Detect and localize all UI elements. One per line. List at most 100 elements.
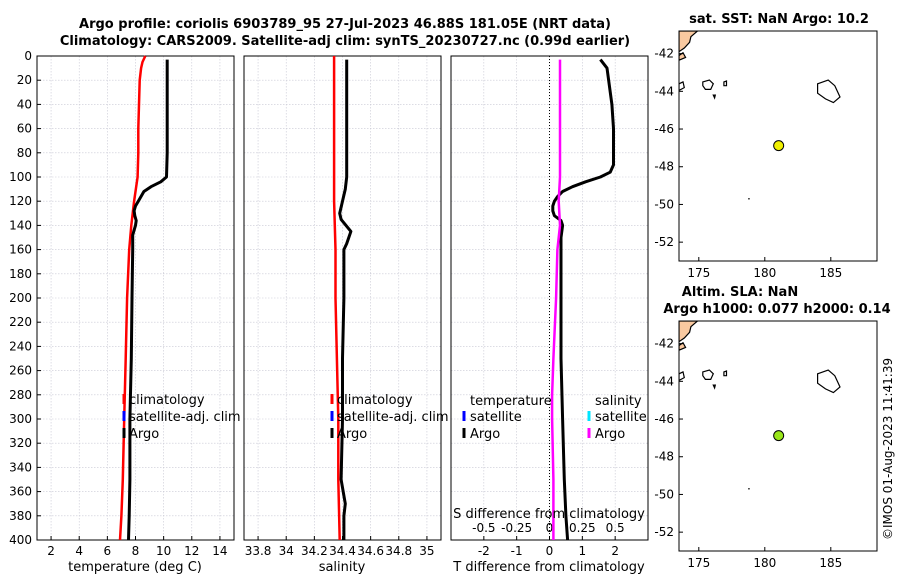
x-tick-label: 6 <box>104 544 112 558</box>
figure-title-line-1: Argo profile: coriolis 6903789_95 27-Jul… <box>79 17 611 32</box>
island-outline <box>679 371 685 382</box>
depth-tick-label: 380 <box>9 509 32 523</box>
map-lon-label: 175 <box>687 266 710 280</box>
map-lat-label: -42 <box>654 47 674 61</box>
x-tick-label: 8 <box>132 544 140 558</box>
depth-tick-label: 400 <box>9 533 32 547</box>
legend-label: climatology <box>129 393 205 408</box>
map-lon-label: 180 <box>753 556 776 570</box>
map-lat-label: -50 <box>654 487 674 501</box>
legend-title-temperature: temperature <box>470 394 552 409</box>
depth-tick-label: 300 <box>9 412 32 426</box>
s-difference-xlabel: S difference from climatology <box>453 507 645 522</box>
map-lat-label: -52 <box>654 525 674 539</box>
island-outline <box>816 369 841 394</box>
land-group <box>679 31 841 200</box>
s-diff-tick-label: 0 <box>546 521 554 535</box>
legend-label: Argo <box>470 427 500 442</box>
legend-label: Argo <box>129 427 159 442</box>
map-lat-label: -46 <box>654 122 674 136</box>
t-difference-xlabel: T difference from climatology <box>452 560 645 575</box>
legend-label: satellite-adj. clim <box>129 410 241 425</box>
legend-label: satellite <box>470 410 522 425</box>
x-tick-label: -1 <box>511 544 523 558</box>
map-lon-label: 175 <box>687 556 710 570</box>
depth-tick-label: 200 <box>9 291 32 305</box>
map-lon-label: 180 <box>753 266 776 280</box>
depth-tick-label: 60 <box>17 122 32 136</box>
series-argo <box>338 59 353 540</box>
map-lat-label: -42 <box>654 337 674 351</box>
map-lat-label: -50 <box>654 197 674 211</box>
x-tick-label: 35 <box>419 544 434 558</box>
argo-position-marker <box>773 430 785 442</box>
legend-title-salinity: salinity <box>595 394 642 409</box>
depth-tick-label: 120 <box>9 194 32 208</box>
s-diff-tick-label: 0.25 <box>569 521 596 535</box>
legend-label: satellite <box>595 410 647 425</box>
sla-map-title-line-1: Altim. SLA: NaN <box>682 285 798 300</box>
salinity-xlabel: salinity <box>319 560 366 575</box>
x-tick-label: -2 <box>478 544 490 558</box>
salinity-panel: 33.8 34 34.2 34.4 34.6 34.8 35 climatology satel… <box>243 55 449 558</box>
figure-title-line-2: Climatology: CARS2009. Satellite-adj cli… <box>60 34 630 49</box>
legend-label: climatology <box>337 393 413 408</box>
map-frame <box>678 30 878 262</box>
s-diff-tick-label: -0.5 <box>472 521 495 535</box>
x-tick-label: 0 <box>546 544 554 558</box>
temperature-xlabel: temperature (deg C) <box>68 560 202 575</box>
sst-map-panel: -52 -50 -48 -46 -44 -42 175 180 185 <box>654 30 878 280</box>
depth-tick-label: 320 <box>9 436 32 450</box>
x-tick-label: 2 <box>611 544 619 558</box>
island-outline <box>723 370 728 377</box>
x-tick-label: 1 <box>579 544 587 558</box>
depth-tick-label: 220 <box>9 315 32 329</box>
x-tick-label: 34 <box>279 544 294 558</box>
series-argo <box>127 59 169 541</box>
island-dot <box>748 197 750 200</box>
depth-tick-label: 100 <box>9 170 32 184</box>
island-outline <box>702 369 715 380</box>
series-s-difference-argo- <box>550 59 562 540</box>
depth-tick-label: 20 <box>17 73 32 87</box>
map-lat-label: -46 <box>654 412 674 426</box>
map-lat-label: -48 <box>654 160 674 174</box>
land-group <box>679 321 841 490</box>
map-lon-label: 185 <box>819 266 842 280</box>
x-tick-label: 34.4 <box>329 544 356 558</box>
new-zealand-land <box>679 31 699 53</box>
temperature-panel: 0 20 40 60 80 100 120 140 160 180 200 220 240 260 280 3… <box>9 49 241 558</box>
difference-panel: -2 -1 0 1 2 -0.5 -0.25 0 0.25 0.5 temperature salin… <box>450 55 649 558</box>
x-tick-label: 34.8 <box>385 544 412 558</box>
island-outline <box>702 79 715 91</box>
x-tick-label: 33.8 <box>245 544 272 558</box>
map-lat-label: -44 <box>654 84 674 98</box>
map-lat-label: -48 <box>654 450 674 464</box>
series-climatology <box>118 55 147 541</box>
depth-tick-label: 160 <box>9 243 32 257</box>
island-outline <box>679 81 685 92</box>
legend-label: Argo <box>595 427 625 442</box>
island-outline <box>712 94 717 100</box>
depth-tick-label: 360 <box>9 485 32 499</box>
sst-map-title: sat. SST: NaN Argo: 10.2 <box>689 12 869 27</box>
x-tick-label: 10 <box>156 544 171 558</box>
island-outline <box>723 80 728 87</box>
island-outline <box>712 384 717 390</box>
x-tick-label: 34.2 <box>301 544 328 558</box>
map-lon-label: 185 <box>819 556 842 570</box>
series-t-difference-argo- <box>551 58 615 541</box>
depth-tick-label: 180 <box>9 267 32 281</box>
sla-map-title-line-2: Argo h1000: 0.077 h2000: 0.14 <box>663 302 890 317</box>
depth-tick-label: 340 <box>9 460 32 474</box>
depth-tick-label: 260 <box>9 364 32 378</box>
map-lat-label: -52 <box>654 235 674 249</box>
depth-tick-label: 80 <box>17 146 32 160</box>
new-zealand-land <box>679 321 699 343</box>
s-diff-tick-label: 0.5 <box>606 521 625 535</box>
depth-tick-label: 280 <box>9 388 32 402</box>
depth-tick-label: 0 <box>24 49 32 63</box>
legend-label: satellite-adj. clim <box>337 410 449 425</box>
x-tick-label: 2 <box>47 544 55 558</box>
